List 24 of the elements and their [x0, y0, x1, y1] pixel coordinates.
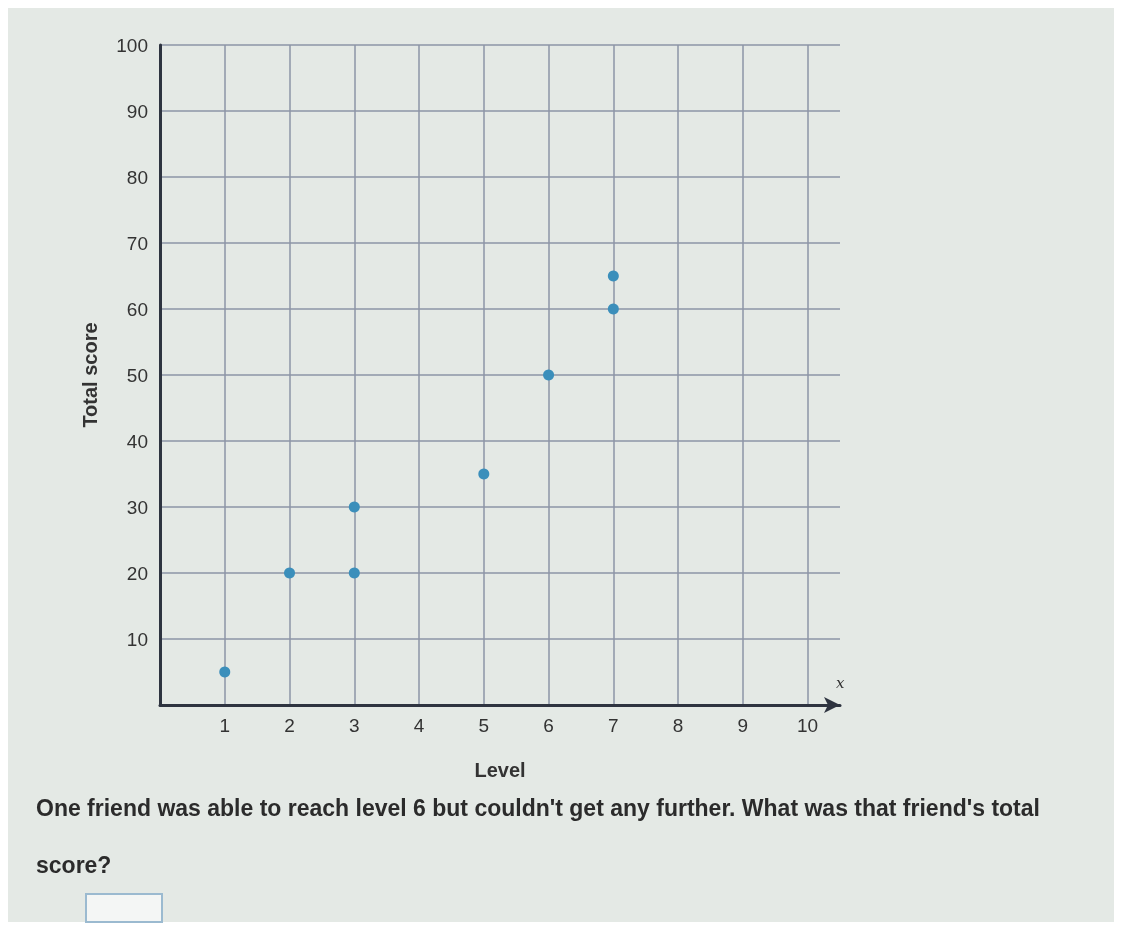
y-tick-label: 70 — [126, 232, 148, 254]
x-tick-label: 8 — [672, 715, 684, 736]
x-tick-label: 5 — [478, 715, 490, 736]
x-tick-label: 6 — [543, 715, 554, 736]
x-tick-label: 4 — [413, 715, 425, 736]
x-tick-label: 7 — [608, 715, 619, 736]
x-tick-label: 10 — [797, 715, 819, 736]
annotation: x — [836, 673, 845, 692]
y-tick-label: 60 — [126, 298, 148, 320]
y-tick-label: 10 — [126, 628, 148, 650]
y-tick-label: 40 — [126, 430, 148, 452]
y-tick-label: 100 — [116, 34, 148, 56]
y-tick-label: 90 — [126, 100, 148, 122]
x-tick-label: 9 — [737, 715, 749, 736]
text: One friend was able to reach level 6 but couldn't get any further. What was that friend's total score? — [36, 795, 1040, 878]
y-tick-label: 50 — [126, 364, 148, 386]
y-tick-label: 80 — [126, 166, 148, 188]
x-tick-label: 3 — [349, 715, 360, 736]
y-tick-label: 20 — [126, 562, 148, 584]
y-axis-title: Total score — [79, 322, 101, 428]
x-axis-title: Level — [474, 759, 526, 781]
y-tick-label: 30 — [126, 496, 148, 518]
x-tick-label: 1 — [219, 715, 231, 736]
x-tick-label: 2 — [284, 715, 295, 736]
